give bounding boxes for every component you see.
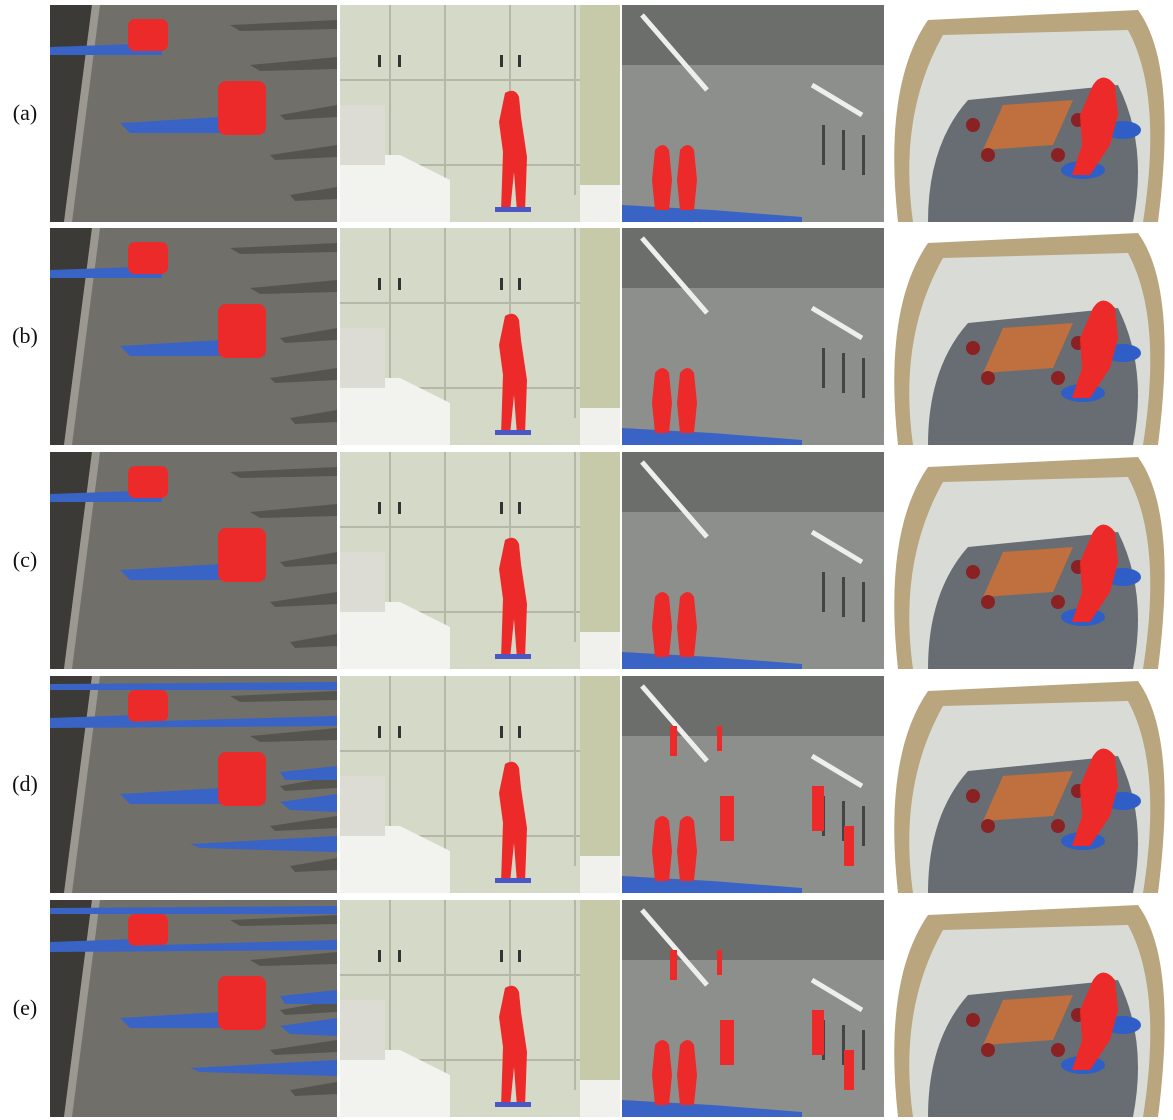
result-image	[888, 5, 1173, 222]
result-image	[888, 452, 1173, 669]
result-image	[340, 452, 620, 669]
result-image	[888, 676, 1173, 893]
result-image	[340, 676, 620, 893]
result-image	[888, 900, 1173, 1117]
result-image	[622, 228, 884, 445]
result-image	[340, 228, 620, 445]
result-image	[622, 5, 884, 222]
figure: (a) (b) (c) (d) (e)	[0, 0, 1173, 1120]
result-image	[50, 228, 337, 445]
row-label: (c)	[13, 547, 37, 572]
result-image	[340, 5, 620, 222]
row-label: (b)	[12, 323, 38, 348]
row-label: (a)	[13, 100, 37, 125]
result-image	[888, 228, 1173, 445]
row-label: (d)	[12, 771, 38, 796]
result-image	[622, 452, 884, 669]
result-image	[50, 452, 337, 669]
result-image	[50, 676, 337, 893]
row-label: (e)	[13, 995, 37, 1020]
result-image	[50, 900, 337, 1117]
image-grid	[50, 5, 1173, 1117]
result-image	[50, 5, 337, 222]
result-image	[340, 900, 620, 1117]
